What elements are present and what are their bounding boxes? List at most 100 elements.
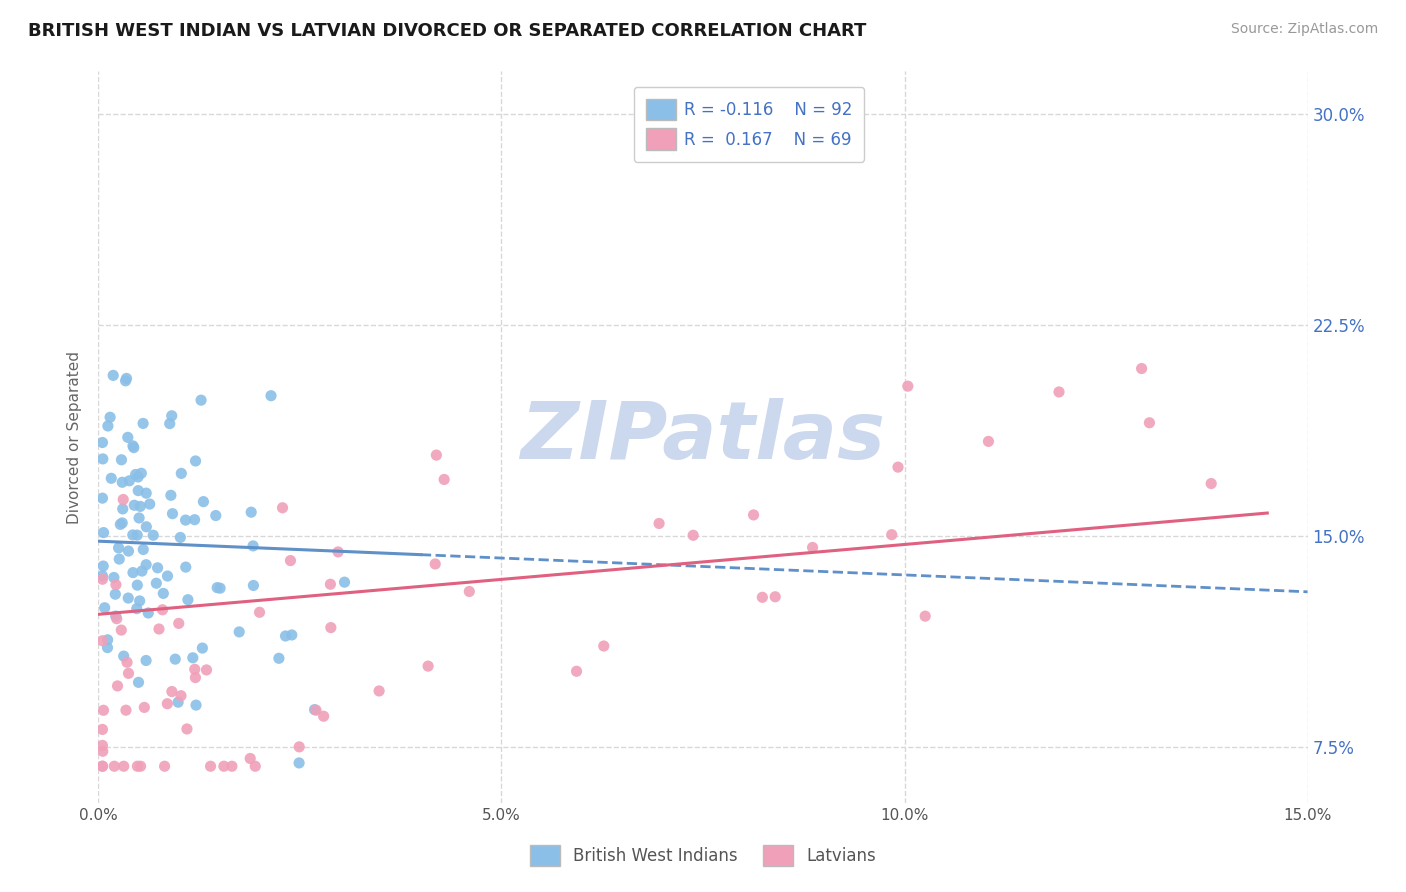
Point: [115, 703, 138, 717]
Point: [319, 621, 342, 635]
Point: [565, 665, 588, 679]
Point: [125, 601, 148, 615]
Point: [132, 542, 155, 557]
Point: [118, 474, 141, 488]
Point: [103, 570, 125, 584]
Point: [240, 505, 263, 519]
Point: [112, 492, 135, 507]
Point: [142, 528, 165, 542]
Point: [91, 759, 114, 773]
Point: [368, 684, 391, 698]
Point: [122, 566, 145, 580]
Point: [274, 629, 297, 643]
Point: [135, 486, 157, 500]
Point: [205, 581, 228, 595]
Point: [124, 467, 146, 482]
Point: [167, 616, 190, 631]
Point: [128, 511, 150, 525]
Point: [267, 651, 290, 665]
Point: [110, 623, 132, 637]
Point: [193, 494, 215, 508]
Point: [1199, 476, 1222, 491]
Point: [181, 650, 204, 665]
Legend: British West Indians, Latvians: British West Indians, Latvians: [522, 837, 884, 875]
Point: [117, 544, 139, 558]
Point: [209, 581, 232, 595]
Point: [117, 430, 139, 444]
Point: [312, 709, 335, 723]
Point: [183, 513, 205, 527]
Point: [228, 624, 250, 639]
Point: [304, 703, 326, 717]
Point: [148, 622, 170, 636]
Text: BRITISH WEST INDIAN VS LATVIAN DIVORCED OR SEPARATED CORRELATION CHART: BRITISH WEST INDIAN VS LATVIAN DIVORCED …: [28, 22, 866, 40]
Point: [112, 649, 135, 664]
Point: [117, 591, 139, 605]
Point: [592, 639, 614, 653]
Point: [111, 475, 134, 490]
Point: [177, 592, 200, 607]
Point: [221, 759, 243, 773]
Point: [305, 703, 328, 717]
Point: [1139, 416, 1161, 430]
Legend: R = -0.116    N = 92, R =  0.167    N = 69: R = -0.116 N = 92, R = 0.167 N = 69: [634, 87, 863, 161]
Point: [104, 609, 127, 624]
Point: [212, 759, 235, 773]
Text: Source: ZipAtlas.com: Source: ZipAtlas.com: [1230, 22, 1378, 37]
Point: [897, 379, 920, 393]
Point: [93, 525, 115, 540]
Point: [319, 577, 342, 591]
Point: [1130, 361, 1153, 376]
Point: [134, 700, 156, 714]
Point: [1047, 384, 1070, 399]
Point: [122, 441, 145, 455]
Point: [152, 586, 174, 600]
Point: [127, 528, 149, 542]
Point: [129, 500, 152, 514]
Point: [128, 675, 150, 690]
Point: [132, 417, 155, 431]
Point: [751, 591, 773, 605]
Point: [326, 545, 349, 559]
Point: [91, 744, 114, 758]
Point: [184, 671, 207, 685]
Point: [96, 640, 118, 655]
Point: [129, 759, 152, 773]
Text: ZIPatlas: ZIPatlas: [520, 398, 886, 476]
Point: [107, 679, 129, 693]
Point: [271, 500, 294, 515]
Point: [128, 594, 150, 608]
Point: [165, 652, 187, 666]
Point: [416, 659, 439, 673]
Point: [169, 531, 191, 545]
Point: [184, 454, 207, 468]
Point: [97, 632, 120, 647]
Point: [977, 434, 1000, 449]
Point: [135, 653, 157, 667]
Point: [127, 483, 149, 498]
Point: [127, 578, 149, 592]
Point: [91, 559, 114, 574]
Point: [204, 508, 226, 523]
Point: [682, 528, 704, 542]
Point: [190, 393, 212, 408]
Point: [110, 517, 132, 532]
Point: [145, 576, 167, 591]
Point: [245, 759, 267, 773]
Point: [170, 467, 193, 481]
Point: [108, 552, 131, 566]
Point: [93, 600, 115, 615]
Point: [91, 491, 114, 505]
Point: [131, 467, 153, 481]
Y-axis label: Divorced or Separated: Divorced or Separated: [67, 351, 83, 524]
Point: [111, 516, 134, 530]
Point: [91, 451, 114, 466]
Point: [425, 448, 447, 462]
Point: [159, 417, 181, 431]
Point: [648, 516, 671, 531]
Point: [281, 628, 304, 642]
Point: [184, 662, 207, 676]
Point: [200, 759, 222, 773]
Point: [122, 439, 145, 453]
Point: [170, 689, 193, 703]
